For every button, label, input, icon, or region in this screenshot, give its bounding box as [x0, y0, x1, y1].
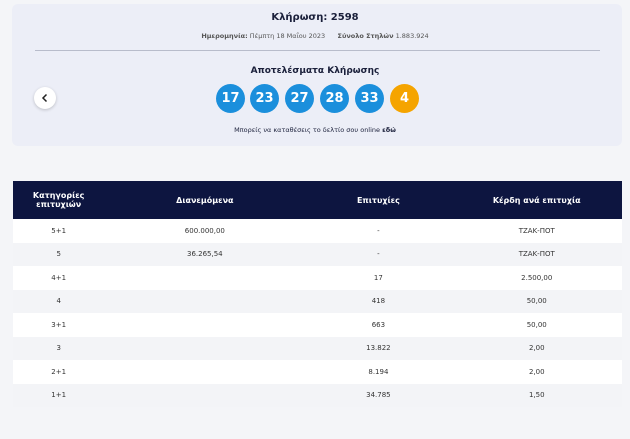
ball: 33 — [355, 84, 384, 113]
table-cell: 663 — [305, 313, 452, 337]
table-cell: 418 — [305, 289, 452, 313]
column-header: Κέρδη ανά επιτυχία — [451, 181, 622, 219]
draw-title: Κλήρωση: 2598 — [271, 12, 359, 23]
columns-value: 1.883.924 — [395, 32, 429, 40]
cell-text: 2.500,00 — [521, 273, 553, 282]
table-cell: 4+1 — [13, 266, 105, 290]
cell-text: 34.785 — [366, 391, 391, 400]
table-cell — [104, 313, 306, 337]
table-cell: - — [305, 242, 452, 266]
cell-text: 2,00 — [528, 344, 545, 353]
cell-text: - — [377, 226, 380, 235]
table-row: 3+1 663 50,00 — [13, 313, 622, 337]
results-title: Αποτελέσματα Κλήρωσης — [250, 66, 380, 76]
table-cell: 1,50 — [451, 383, 622, 407]
cell-text: 5 — [56, 250, 61, 259]
note-link[interactable]: εδώ — [382, 126, 396, 134]
cell-text: 5+1 — [51, 226, 67, 235]
cell-text: 50,00 — [526, 320, 547, 329]
table-cell: 17 — [305, 266, 452, 290]
note-text: Μπορείς να καταθέσεις το δελτίο σου onli… — [234, 126, 381, 134]
table-cell: 8.194 — [305, 360, 452, 384]
table-cell: 36.265,54 — [104, 242, 306, 266]
table-cell — [104, 336, 306, 360]
cell-text: - — [377, 250, 380, 259]
cell-text: 418 — [371, 297, 386, 306]
divider — [35, 50, 600, 51]
table-row: 3 13.822 2,00 — [13, 336, 622, 360]
cell-text: ΤΖΑΚ-ΠΟΤ — [518, 226, 555, 235]
table-cell: 5 — [13, 242, 105, 266]
ball: 17 — [216, 84, 245, 113]
date-label: Ημερομηνία: — [201, 32, 248, 40]
cell-text: 4 — [56, 297, 61, 306]
cell-text: ΤΖΑΚ-ΠΟΤ — [518, 250, 555, 259]
ball: 23 — [250, 84, 279, 113]
back-button[interactable] — [34, 87, 56, 109]
table-cell: 3+1 — [13, 313, 105, 337]
table-row: 4+1 17 2.500,00 — [13, 266, 622, 290]
column-header: Διανεμόμενα — [104, 181, 306, 219]
table-row: 1+1 34.785 1,50 — [13, 383, 622, 407]
cell-text: 663 — [371, 320, 386, 329]
table-cell: - — [305, 219, 452, 243]
table-cell: 3 — [13, 336, 105, 360]
table-cell: 34.785 — [305, 383, 452, 407]
column-header: Επιτυχίες — [305, 181, 452, 219]
prize-table: Κατηγορίες επιτυχιών Διανεμόμενα Επιτυχίες… — [13, 181, 622, 407]
cell-text: 3 — [56, 344, 61, 353]
column-header: Κατηγορίες επιτυχιών — [13, 181, 105, 219]
table-row: 2+1 8.194 2,00 — [13, 360, 622, 384]
table-cell: 1+1 — [13, 383, 105, 407]
table-cell: 2,00 — [451, 360, 622, 384]
ball: 28 — [320, 84, 349, 113]
table-row: 5+1 600.000,00 - ΤΖΑΚ-ΠΟΤ — [13, 219, 622, 243]
cell-text: 1+1 — [51, 391, 67, 400]
table-cell — [104, 360, 306, 384]
table-cell — [104, 289, 306, 313]
cell-text: 1,50 — [528, 391, 545, 400]
cell-text: 600.000,00 — [184, 226, 225, 235]
table-row: 5 36.265,54 - ΤΖΑΚ-ΠΟΤ — [13, 242, 622, 266]
cell-text: 8.194 — [368, 367, 389, 376]
table-row: 4 418 50,00 — [13, 289, 622, 313]
draw-card — [12, 4, 622, 146]
table-cell — [104, 266, 306, 290]
cell-text: 17 — [373, 273, 383, 282]
table-cell: 5+1 — [13, 219, 105, 243]
table-cell: 600.000,00 — [104, 219, 306, 243]
cell-text: 50,00 — [526, 297, 547, 306]
table-cell: ΤΖΑΚ-ΠΟΤ — [451, 242, 622, 266]
date-value: Πέμπτη 18 Μαΐου 2023 — [249, 32, 326, 40]
ball: 27 — [285, 84, 314, 113]
chevron — [41, 93, 48, 103]
cell-text: 2,00 — [528, 367, 545, 376]
columns-label: Σύνολο Στηλών — [337, 32, 394, 40]
table-cell: 2,00 — [451, 336, 622, 360]
table-cell: 50,00 — [451, 313, 622, 337]
note: Μπορείς να καταθέσεις το δελτίο σου onli… — [0, 126, 630, 134]
cell-text: 36.265,54 — [187, 250, 223, 259]
table-cell: 2+1 — [13, 360, 105, 384]
table-cell: 13.822 — [305, 336, 452, 360]
table-cell: 4 — [13, 289, 105, 313]
cell-text: 2+1 — [51, 367, 67, 376]
table-cell — [104, 383, 306, 407]
cell-text: 3+1 — [51, 320, 67, 329]
cell-text: 13.822 — [366, 344, 391, 353]
joker-ball: 4 — [390, 84, 419, 113]
table-cell: 50,00 — [451, 289, 622, 313]
draw-info: Ημερομηνία: Πέμπτη 18 Μαΐου 2023 Σύνολο … — [0, 32, 630, 40]
table-cell: ΤΖΑΚ-ΠΟΤ — [451, 219, 622, 243]
table-cell: 2.500,00 — [451, 266, 622, 290]
cell-text: 4+1 — [51, 273, 67, 282]
